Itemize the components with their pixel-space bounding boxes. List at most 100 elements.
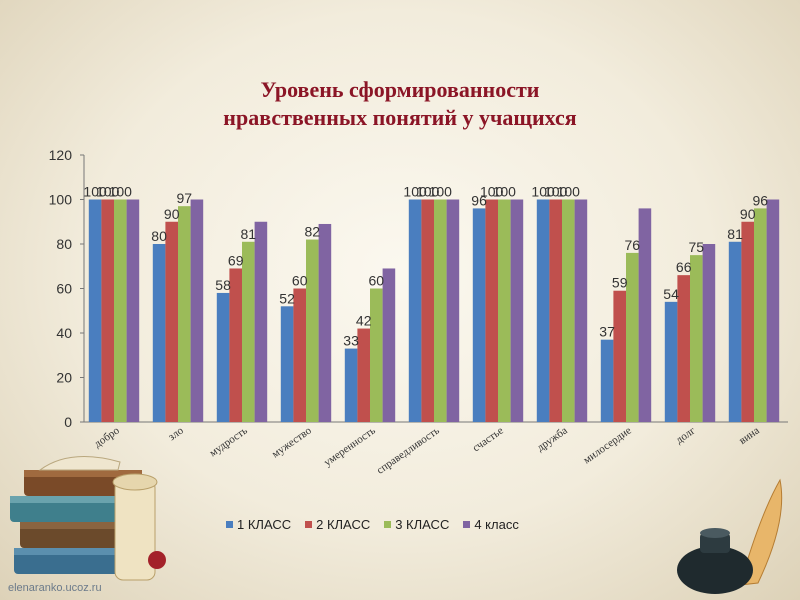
category-label: вина — [737, 425, 762, 447]
bar — [242, 241, 255, 422]
data-label: 58 — [215, 277, 231, 293]
chart-bars — [88, 199, 780, 422]
bar — [165, 221, 178, 422]
bar — [254, 221, 268, 422]
legend-label: 4 класс — [474, 516, 519, 532]
category-label: милосердие — [581, 425, 634, 467]
data-label: 100 — [493, 184, 517, 200]
category-label: умеренность — [322, 425, 378, 469]
bar — [190, 199, 204, 422]
data-label: 100 — [83, 184, 107, 200]
bar — [280, 306, 294, 422]
data-label: 59 — [612, 275, 628, 291]
bar — [434, 199, 447, 422]
data-label: 42 — [356, 313, 372, 329]
y-tick-label: 20 — [56, 370, 72, 386]
bar — [178, 206, 191, 422]
bar — [728, 241, 742, 422]
legend-swatch — [226, 520, 233, 528]
bar — [626, 252, 639, 422]
data-label: 60 — [369, 273, 385, 289]
bar — [344, 348, 358, 422]
legend-item: 3 КЛАСС — [384, 517, 449, 532]
bar — [638, 208, 652, 422]
scroll-icon — [112, 473, 166, 581]
data-label: 76 — [625, 237, 641, 253]
data-label: 81 — [727, 226, 743, 242]
bar — [293, 288, 306, 422]
data-label: 54 — [663, 286, 679, 302]
bar — [702, 244, 716, 422]
bar — [498, 199, 511, 422]
data-label: 96 — [753, 192, 769, 208]
data-label: 90 — [164, 206, 180, 222]
watermark-text: elenaranko.ucoz.ru — [8, 582, 102, 594]
legend-item: 2 КЛАСС — [305, 517, 370, 532]
data-label: 69 — [228, 252, 244, 268]
legend-label: 1 КЛАСС — [237, 516, 292, 532]
bar — [114, 199, 127, 422]
chart-title: Уровень сформированности нравственных по… — [0, 76, 800, 132]
data-label: 90 — [740, 206, 756, 222]
chart-title-line-1: Уровень сформированности — [260, 77, 540, 102]
data-label: 100 — [403, 184, 427, 200]
bar — [126, 199, 140, 422]
legend-item: 1 КЛАСС — [226, 517, 291, 532]
bar — [574, 199, 588, 422]
bar — [472, 208, 486, 422]
data-label: 37 — [599, 324, 615, 340]
bar — [741, 221, 754, 422]
category-label: мужество — [270, 424, 314, 460]
data-label: 97 — [177, 190, 193, 206]
data-label: 66 — [676, 259, 692, 275]
data-label: 100 — [557, 184, 581, 200]
bar — [216, 292, 230, 422]
bar — [306, 239, 319, 422]
bar — [664, 301, 678, 422]
bar — [318, 223, 332, 422]
bar — [485, 199, 498, 422]
bar — [446, 199, 460, 422]
bar — [613, 290, 626, 422]
legend-swatch — [463, 520, 471, 528]
y-tick-label: 40 — [56, 325, 72, 341]
data-label: 100 — [109, 184, 133, 200]
data-label: 82 — [305, 224, 321, 240]
bar — [766, 199, 780, 422]
bar — [600, 339, 614, 422]
data-label: 100 — [531, 184, 555, 200]
category-label: дружба — [535, 425, 570, 455]
data-label: 52 — [279, 290, 295, 306]
bar — [549, 199, 562, 422]
y-tick-label: 120 — [49, 147, 73, 163]
legend-item: 4 класс — [463, 517, 519, 532]
category-label: долг — [674, 424, 698, 446]
y-tick-label: 100 — [49, 192, 73, 208]
data-label: 96 — [471, 192, 487, 208]
data-label: 100 — [544, 184, 568, 200]
data-label: 100 — [96, 184, 120, 200]
bar — [690, 255, 703, 422]
y-tick-label: 60 — [56, 281, 72, 297]
legend-label: 3 КЛАСС — [395, 516, 450, 532]
legend-swatch — [384, 520, 392, 528]
data-label: 100 — [480, 184, 504, 200]
bar — [677, 275, 690, 422]
data-label: 81 — [241, 226, 257, 242]
bar — [88, 199, 102, 422]
chart-legend: 1 КЛАСС 2 КЛАСС 3 КЛАСС 4 класс — [226, 513, 626, 535]
data-label: 33 — [343, 333, 359, 349]
bar — [382, 268, 396, 422]
y-tick-label: 0 — [64, 414, 72, 430]
chart-title-line-2: нравственных понятий у учащихся — [223, 105, 577, 130]
chart-category-labels: добро зло мудрость мужество умеренностьсправ… — [92, 424, 762, 476]
legend-swatch — [305, 520, 313, 528]
bar — [408, 199, 422, 422]
bar — [370, 288, 383, 422]
bar — [229, 268, 242, 422]
category-label: мудрость — [207, 425, 249, 460]
bar — [421, 199, 434, 422]
quill-inkwell-icon — [677, 478, 783, 594]
bar — [101, 199, 114, 422]
